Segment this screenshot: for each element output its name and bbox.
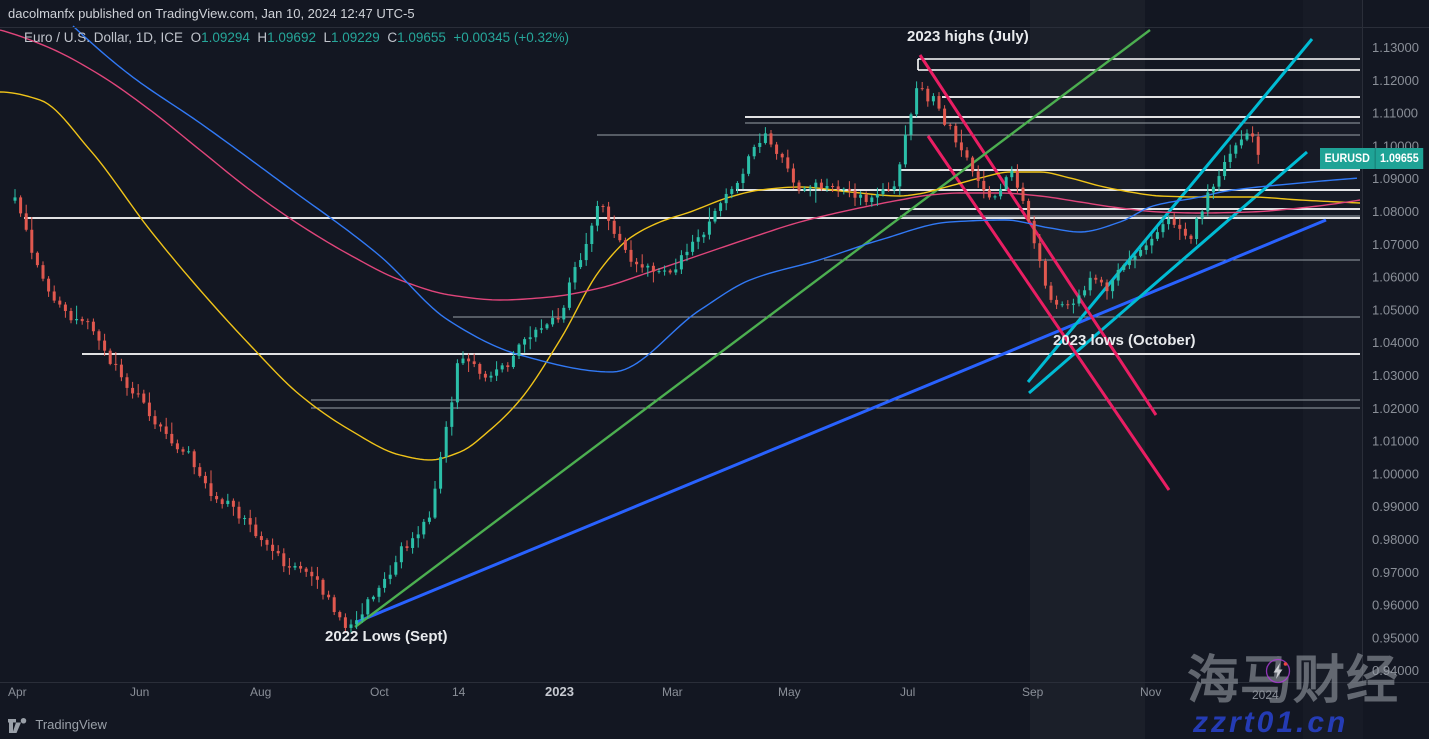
svg-text:1.07000: 1.07000 (1372, 237, 1419, 252)
svg-text:0.96000: 0.96000 (1372, 598, 1419, 613)
svg-text:0.99000: 0.99000 (1372, 499, 1419, 514)
svg-text:Oct: Oct (370, 685, 389, 699)
svg-text:1.03000: 1.03000 (1372, 368, 1419, 383)
svg-text:Sep: Sep (1022, 685, 1044, 699)
svg-text:0.97000: 0.97000 (1372, 565, 1419, 580)
svg-text:1.09000: 1.09000 (1372, 171, 1419, 186)
svg-text:14: 14 (452, 685, 466, 699)
svg-text:1.06000: 1.06000 (1372, 270, 1419, 285)
svg-text:Mar: Mar (662, 685, 683, 699)
svg-text:1.13000: 1.13000 (1372, 40, 1419, 55)
svg-text:2023: 2023 (545, 684, 574, 699)
svg-text:Apr: Apr (8, 685, 27, 699)
svg-text:Jul: Jul (900, 685, 915, 699)
svg-text:1.11000: 1.11000 (1372, 106, 1418, 121)
svg-text:Jun: Jun (130, 685, 149, 699)
svg-text:1.00000: 1.00000 (1372, 466, 1419, 481)
svg-text:1.08000: 1.08000 (1372, 204, 1419, 219)
svg-text:1.02000: 1.02000 (1372, 401, 1419, 416)
svg-text:1.12000: 1.12000 (1372, 73, 1419, 88)
svg-text:Nov: Nov (1140, 685, 1161, 699)
svg-text:0.98000: 0.98000 (1372, 532, 1419, 547)
svg-text:1.04000: 1.04000 (1372, 335, 1419, 350)
svg-text:1.01000: 1.01000 (1372, 434, 1419, 449)
svg-text:Aug: Aug (250, 685, 271, 699)
svg-text:May: May (778, 685, 801, 699)
svg-text:1.05000: 1.05000 (1372, 302, 1419, 317)
